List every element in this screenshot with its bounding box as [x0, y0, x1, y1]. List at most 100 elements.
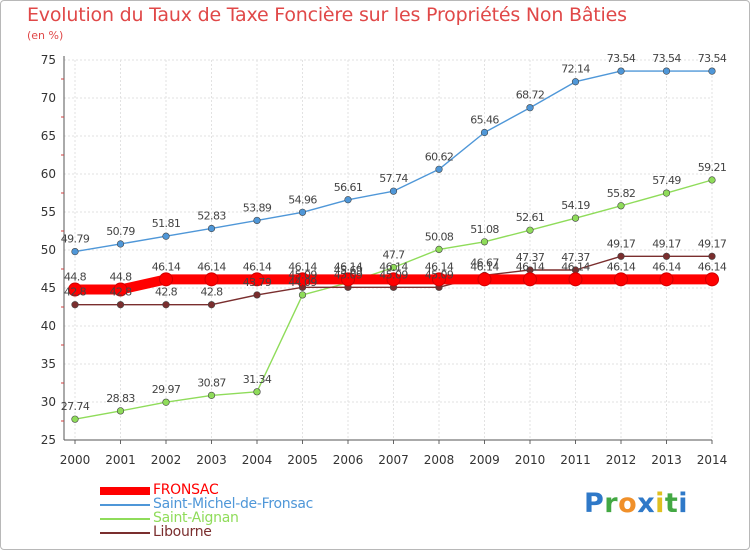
data-point	[708, 252, 716, 260]
logo-letter: o	[618, 488, 638, 519]
x-tick-label: 2013	[651, 453, 682, 467]
data-label: 72.14	[561, 63, 590, 76]
data-point	[71, 301, 79, 309]
data-label: 53.89	[243, 201, 272, 214]
data-label: 46.14	[516, 260, 545, 273]
logo-letter: i	[655, 488, 665, 519]
data-label: 46.14	[698, 260, 727, 273]
data-point	[207, 224, 216, 233]
data-point	[435, 245, 443, 253]
data-label: 44.8	[109, 271, 132, 284]
legend-label: Libourne	[153, 524, 212, 540]
data-label: 46.14	[607, 260, 636, 273]
data-point	[113, 282, 128, 297]
logo-letter: i	[678, 488, 689, 519]
data-point	[662, 67, 671, 75]
y-tick-labels: 25 30 35 40 45 50 55 60 65 70 75	[41, 53, 56, 447]
legend-label: Saint-Michel-de-Fronsac	[153, 496, 314, 512]
data-label: 54.96	[288, 193, 317, 206]
data-label: 31.34	[243, 373, 272, 386]
legend-swatch	[100, 487, 150, 495]
data-point	[571, 214, 580, 222]
data-label: 54.19	[561, 199, 590, 212]
legend-swatch	[100, 532, 150, 534]
x-tick-label: 2004	[242, 453, 273, 467]
data-label: 51.81	[152, 217, 181, 230]
data-label: 46.14	[425, 260, 454, 273]
x-tick-label: 2011	[560, 453, 591, 467]
x-tick-label: 2003	[196, 453, 227, 467]
y-tick-label: 25	[41, 433, 56, 447]
y-tick-label: 40	[41, 319, 56, 333]
data-label: 44.09	[288, 276, 317, 289]
data-label: 46.14	[152, 260, 181, 273]
data-label: 59.21	[698, 161, 727, 174]
data-label: 73.54	[607, 52, 636, 65]
data-point	[389, 187, 398, 195]
legend-swatch	[100, 504, 150, 506]
data-label: 52.61	[516, 211, 545, 224]
x-tick-label: 2006	[333, 453, 364, 467]
data-point	[526, 226, 534, 234]
data-point	[432, 272, 446, 287]
x-tick-label: 2009	[469, 453, 500, 467]
data-point	[116, 407, 125, 415]
data-point	[253, 216, 261, 225]
data-label: 46.14	[652, 260, 681, 273]
data-point	[708, 67, 716, 75]
logo-letter: P	[584, 488, 605, 519]
data-label: 43.79	[243, 276, 272, 289]
logo-letter: x	[637, 488, 656, 519]
data-point	[480, 238, 489, 246]
data-label: 55.82	[607, 187, 636, 200]
data-labels: 49.79 50.79 51.81 52.83 53.89 54.96 56.61 57.74…	[61, 52, 728, 413]
data-label: 49.79	[61, 233, 90, 246]
data-label: 50.79	[106, 225, 135, 238]
legend-label: FRONSAC	[153, 482, 219, 498]
data-point	[708, 176, 716, 184]
data-point	[617, 202, 625, 210]
data-point	[207, 391, 216, 399]
data-label: 57.74	[379, 172, 408, 185]
data-point	[162, 301, 170, 309]
gridlines	[64, 59, 713, 441]
data-label: 46.14	[470, 260, 499, 273]
data-point	[705, 272, 719, 287]
data-point	[617, 252, 625, 260]
data-label: 42.8	[64, 286, 87, 299]
logo-letter: t	[664, 488, 679, 519]
y-tick-label: 60	[41, 167, 56, 181]
data-point	[571, 78, 580, 86]
proxiti-logo: Proxiti	[584, 488, 688, 519]
y-tick-label: 65	[41, 129, 56, 143]
data-label: 46.14	[561, 260, 590, 273]
data-label: 29.97	[152, 383, 181, 396]
x-tick-label: 2010	[515, 453, 546, 467]
data-point	[523, 272, 537, 287]
data-point	[298, 291, 307, 299]
y-tick-label: 70	[41, 91, 56, 105]
data-label: 42.8	[155, 286, 178, 299]
data-label: 45.09	[334, 268, 363, 281]
data-point	[480, 128, 489, 137]
data-point	[116, 240, 125, 248]
data-label: 27.74	[61, 400, 90, 413]
series-points	[68, 67, 719, 423]
data-label: 46.14	[197, 260, 226, 273]
data-point	[386, 272, 401, 287]
y-tick-label: 45	[41, 281, 56, 295]
axes	[61, 56, 713, 444]
data-point	[389, 263, 398, 272]
data-label: 45.09	[379, 268, 408, 281]
y-tick-label: 35	[41, 357, 56, 371]
data-point	[435, 165, 443, 173]
data-label: 47.7	[382, 248, 405, 261]
data-label: 57.49	[652, 174, 681, 187]
y-tick-label: 50	[41, 243, 56, 257]
data-point	[159, 272, 173, 287]
data-label: 50.08	[425, 230, 454, 243]
data-label: 46.67	[470, 256, 499, 269]
data-point	[477, 272, 492, 287]
data-point	[614, 272, 628, 287]
logo-letter: r	[604, 488, 619, 519]
